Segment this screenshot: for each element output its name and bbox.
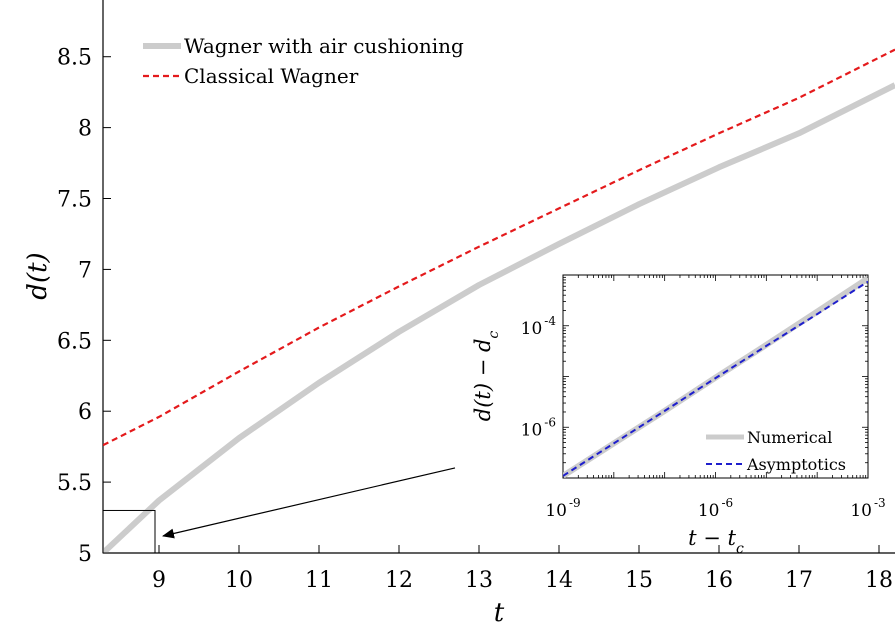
inset-x-tick-label: 10 -6 — [698, 496, 733, 521]
y-tick-label: 5.5 — [57, 471, 92, 496]
inset-legend-label-numerical: Numerical — [747, 428, 832, 447]
x-tick-label: 14 — [545, 568, 573, 593]
inset-series-line-asymptotics — [563, 280, 868, 477]
inset-x-tick-label: 10 -9 — [545, 496, 580, 521]
y-tick-label: 5 — [78, 542, 92, 567]
annotations — [102, 467, 456, 554]
x-axis-label: t — [494, 598, 505, 628]
x-tick-label: 15 — [625, 568, 653, 593]
zoom-box — [102, 509, 156, 554]
x-tick-label: 10 — [225, 568, 253, 593]
x-tick-label: 9 — [152, 568, 166, 593]
legend-label-wagner-air: Wagner with air cushioning — [184, 34, 464, 58]
y-tick-label: 6 — [78, 400, 92, 425]
series-line-wagner-air-cushioning — [103, 82, 895, 553]
inset-series-group — [563, 275, 868, 478]
x-tick-label: 16 — [705, 568, 733, 593]
y-tick-label: 7 — [78, 258, 92, 283]
y-tick-label: 7.5 — [57, 188, 92, 213]
x-tick-label: 12 — [385, 568, 413, 593]
main-legend: Wagner with air cushioning Classical Wag… — [143, 34, 464, 88]
inset-y-tick-label: 10 -4 — [521, 314, 557, 339]
x-tick-label: 13 — [465, 568, 493, 593]
inset-y-tick-label: 10 -6 — [521, 415, 556, 440]
zoom-arrow — [162, 467, 456, 539]
main-axes: 9 10 11 12 13 14 15 16 17 18 5 5.5 6 6.5 7 7.5 8 8.5 — [57, 0, 895, 593]
inset-x-tick-label: 10 -3 — [850, 496, 885, 521]
inset-y-axis-label: d(t) − dc — [471, 331, 502, 422]
main-ticks: 9 10 11 12 13 14 15 16 17 18 5 5.5 6 6.5 7 7.5 8 8.5 — [57, 46, 893, 593]
inset-legend-label-asymptotics: Asymptotics — [746, 455, 846, 474]
y-tick-label: 6.5 — [57, 329, 92, 354]
inset-x-axis-label: t − tc — [688, 526, 744, 557]
inset-legend: Numerical Asymptotics — [706, 428, 846, 474]
x-tick-label: 11 — [305, 568, 333, 593]
x-tick-label: 18 — [865, 568, 893, 593]
series-line-classical-wagner — [103, 48, 895, 447]
inset-chart: 10 -9 10 -6 10 -3 10 -6 10 -4 t − tc d(t) − dc Nu… — [471, 274, 886, 557]
x-tick-label: 17 — [785, 568, 813, 593]
main-series-group — [103, 48, 895, 553]
y-tick-label: 8.5 — [57, 46, 92, 71]
legend-label-classical: Classical Wagner — [184, 64, 359, 88]
y-tick-label: 8 — [78, 117, 92, 142]
y-axis-label: d(t) — [23, 252, 53, 299]
